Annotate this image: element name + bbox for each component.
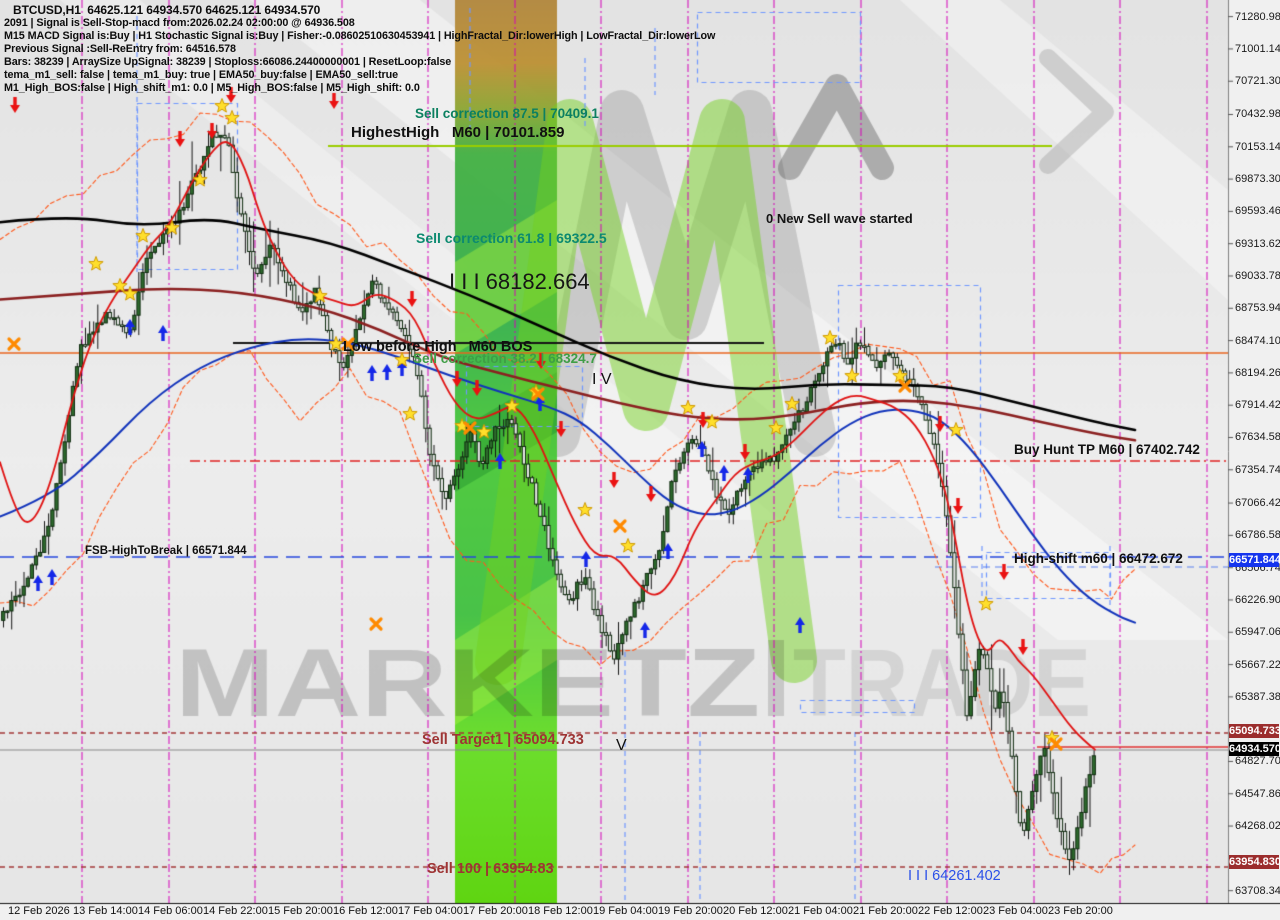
btcusd-h1-chart-window: { "info": { "lines": [ "BTCUSD,H1 64625.… xyxy=(0,0,1280,920)
price-chart-canvas[interactable] xyxy=(0,0,1280,920)
